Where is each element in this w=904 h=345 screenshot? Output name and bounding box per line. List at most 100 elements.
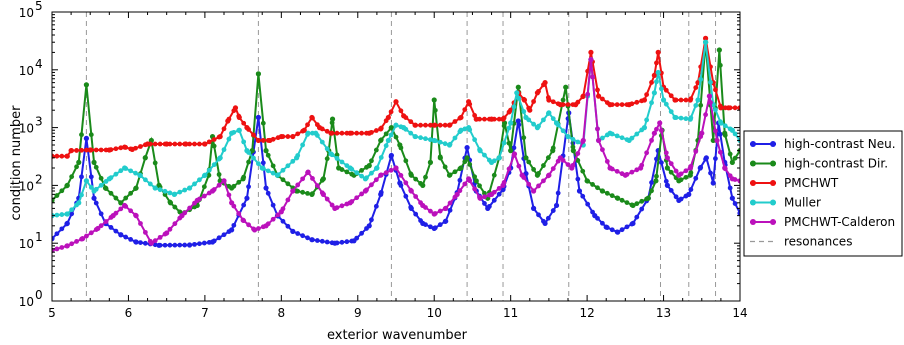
series-1-point bbox=[324, 156, 330, 162]
series-2-vertex bbox=[431, 122, 437, 128]
series-1-vertex bbox=[427, 159, 433, 165]
series-4-point bbox=[314, 183, 320, 189]
series-0-vertex bbox=[737, 210, 740, 216]
series-1-vertex bbox=[366, 163, 372, 169]
series-3-point bbox=[678, 115, 684, 121]
series-0-vertex bbox=[118, 232, 124, 238]
series-1-vertex bbox=[229, 185, 235, 191]
series-4-point bbox=[413, 194, 419, 199]
series-3-point bbox=[482, 152, 487, 158]
series-0-point bbox=[167, 242, 173, 248]
series-3-vertex bbox=[305, 130, 311, 136]
series-4-point bbox=[447, 200, 453, 206]
series-3-vertex bbox=[229, 130, 235, 136]
series-0-point bbox=[246, 184, 251, 190]
series-4-point bbox=[457, 188, 463, 194]
series-3-point bbox=[147, 181, 153, 187]
series-1-vertex bbox=[710, 137, 716, 144]
series-3-vertex bbox=[651, 90, 657, 96]
series-4-vertex bbox=[179, 213, 185, 219]
series-3-point bbox=[388, 132, 394, 138]
series-0-point bbox=[413, 211, 419, 217]
series-1-vertex bbox=[570, 148, 576, 154]
series-4-vertex bbox=[347, 200, 353, 206]
series-4-vertex bbox=[687, 165, 693, 171]
series-2-point bbox=[619, 102, 625, 107]
series-1-vertex bbox=[309, 191, 315, 197]
series-4-vertex bbox=[251, 227, 258, 233]
series-3-point bbox=[118, 168, 124, 174]
series-4-vertex bbox=[531, 188, 537, 194]
series-0-vertex bbox=[542, 220, 548, 227]
series-1-point bbox=[575, 158, 581, 163]
series-4-point bbox=[428, 208, 433, 214]
series-4-vertex bbox=[466, 176, 472, 182]
series-1-point bbox=[541, 163, 546, 168]
series-3-vertex bbox=[466, 125, 472, 131]
series-0-vertex bbox=[332, 240, 338, 246]
series-4-vertex bbox=[194, 197, 200, 204]
series-2-vertex bbox=[244, 125, 250, 131]
series-0-point bbox=[98, 211, 104, 217]
series-1-point bbox=[59, 188, 65, 194]
series-4-vertex bbox=[278, 209, 284, 215]
series-2-point bbox=[442, 122, 448, 128]
series-3-point bbox=[354, 170, 360, 176]
series-2-point bbox=[437, 122, 443, 128]
series-3-vertex bbox=[687, 116, 693, 122]
series-0-vertex bbox=[630, 220, 636, 227]
series-2-point bbox=[172, 141, 178, 147]
series-0-point bbox=[93, 200, 99, 206]
legend-swatch-marker bbox=[750, 160, 756, 167]
series-3-vertex bbox=[534, 125, 541, 131]
y-tick-exponent: 0 bbox=[35, 288, 43, 302]
series-0-vertex bbox=[83, 135, 89, 142]
series-3-vertex bbox=[458, 127, 464, 133]
series-3-point bbox=[177, 189, 183, 195]
series-2-point bbox=[462, 107, 468, 112]
series-0-vertex bbox=[592, 213, 598, 219]
x-tick-label: 13 bbox=[656, 306, 671, 320]
series-1-point bbox=[639, 198, 645, 204]
series-0-point bbox=[216, 235, 222, 241]
series-4-point bbox=[310, 176, 315, 181]
series-3-point bbox=[339, 159, 345, 165]
series-2-vertex bbox=[607, 102, 613, 108]
series-4-vertex bbox=[500, 182, 506, 188]
series-1-point bbox=[270, 163, 276, 169]
series-0-point bbox=[491, 197, 497, 203]
series-0-point bbox=[192, 241, 197, 247]
series-0-point bbox=[403, 193, 409, 199]
x-tick-label: 5 bbox=[48, 306, 56, 320]
series-1-point bbox=[668, 169, 674, 175]
series-1-point bbox=[93, 164, 99, 170]
series-0-point bbox=[201, 240, 207, 246]
series-4-point bbox=[329, 202, 335, 208]
series-0-vertex bbox=[431, 225, 437, 232]
legend-swatch-marker bbox=[770, 160, 776, 167]
series-3-point bbox=[54, 212, 60, 218]
series-1-point bbox=[413, 176, 419, 182]
series-2-point bbox=[157, 141, 163, 147]
series-3-point bbox=[167, 190, 173, 196]
series-3-point bbox=[600, 135, 605, 141]
series-4-point bbox=[300, 176, 306, 182]
series-1-point bbox=[477, 183, 482, 189]
series-2-point bbox=[339, 130, 345, 136]
series-2-point bbox=[152, 141, 158, 147]
series-3-point bbox=[221, 147, 227, 153]
series-4-vertex bbox=[263, 223, 269, 229]
series-4-point bbox=[600, 147, 605, 153]
series-3-point bbox=[133, 170, 138, 176]
series-3-point bbox=[142, 177, 148, 183]
series-0-point bbox=[300, 233, 306, 239]
series-2-point bbox=[388, 109, 394, 115]
legend-swatch-marker bbox=[770, 141, 776, 147]
series-4-point bbox=[201, 193, 207, 199]
series-4-point bbox=[270, 216, 276, 222]
series-3-point bbox=[285, 163, 291, 169]
series-4-point bbox=[437, 208, 443, 214]
series-4-point bbox=[717, 149, 723, 155]
series-1-point bbox=[452, 169, 458, 175]
